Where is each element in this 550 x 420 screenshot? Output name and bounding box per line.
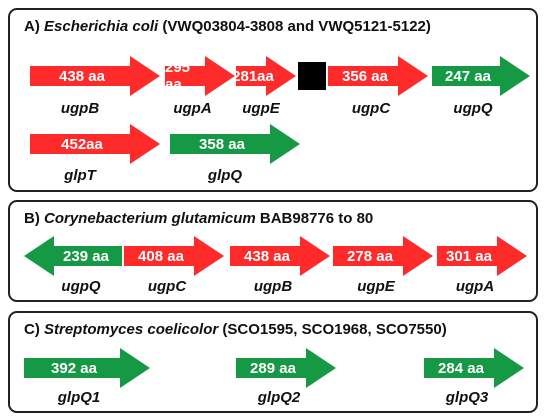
gene-arrow-ugpC: 356 aa xyxy=(328,56,428,96)
gene-label-ugpA: ugpA xyxy=(173,100,212,117)
gene-arrow-ugpB: 438 aa xyxy=(230,236,330,276)
gene-label-ugpE: ugpE xyxy=(357,278,395,295)
organism-name: Escherichia coli xyxy=(44,18,159,35)
gene-label-ugpB: ugpB xyxy=(60,100,100,117)
gene-label-ugpQ: ugpQ xyxy=(453,100,493,117)
gene-arrow-ugpA: 301 aa xyxy=(437,236,527,276)
gene-label-glpQ2: glpQ2 xyxy=(257,389,301,406)
gene-label-ugpC: ugpC xyxy=(351,100,391,117)
panel-b-title: B) Corynebacterium glutamicum BAB98776 t… xyxy=(24,210,374,227)
organism-name: Corynebacterium glutamicum xyxy=(44,210,256,227)
gene-label-glpQ3: glpQ3 xyxy=(445,389,489,406)
gene-arrow-ugpQ: 247 aa xyxy=(432,56,530,96)
gene-label-ugpC: ugpC xyxy=(147,278,187,295)
panel-a-title: A) Escherichia coli (VWQ03804-3808 and V… xyxy=(24,18,431,35)
gene-arrow-glpQ1: 392 aa xyxy=(24,348,150,388)
intergenic-block xyxy=(298,62,326,90)
gene-arrow-glpQ3: 284 aa xyxy=(424,348,524,388)
gene-arrow-ugpB: 438 aa xyxy=(30,56,160,96)
gene-label-ugpE: ugpE xyxy=(242,100,280,117)
gene-arrow-glpQ2: 289 aa xyxy=(236,348,336,388)
gene-arrow-ugpA: 295 aa xyxy=(165,56,235,96)
panel-e-coli: A) Escherichia coli (VWQ03804-3808 and V… xyxy=(8,8,538,192)
panel-c-title: C) Streptomyces coelicolor (SCO1595, SCO… xyxy=(24,321,447,338)
gene-arrow-glpQ: 358 aa xyxy=(170,124,300,164)
panel-s-coelicolor: C) Streptomyces coelicolor (SCO1595, SCO… xyxy=(8,311,538,413)
gene-label-ugpQ: ugpQ xyxy=(61,278,101,295)
gene-arrow-ugpE: 278 aa xyxy=(333,236,433,276)
gene-arrow-ugpE: 281aa xyxy=(236,56,296,96)
gene-label-glpQ: glpQ xyxy=(207,167,243,184)
gene-label-glpQ1: glpQ1 xyxy=(57,389,101,406)
gene-label-ugpA: ugpA xyxy=(455,278,495,295)
panel-c-glutamicum: B) Corynebacterium glutamicum BAB98776 t… xyxy=(8,200,538,302)
gene-label-ugpB: ugpB xyxy=(253,278,293,295)
organism-name: Streptomyces coelicolor xyxy=(44,321,219,338)
gene-label-glpT: glpT xyxy=(64,167,96,184)
gene-arrow-ugpQ: 239 aa xyxy=(24,236,122,276)
gene-arrow-ugpC: 408 aa xyxy=(124,236,224,276)
gene-arrow-glpT: 452aa xyxy=(30,124,160,164)
